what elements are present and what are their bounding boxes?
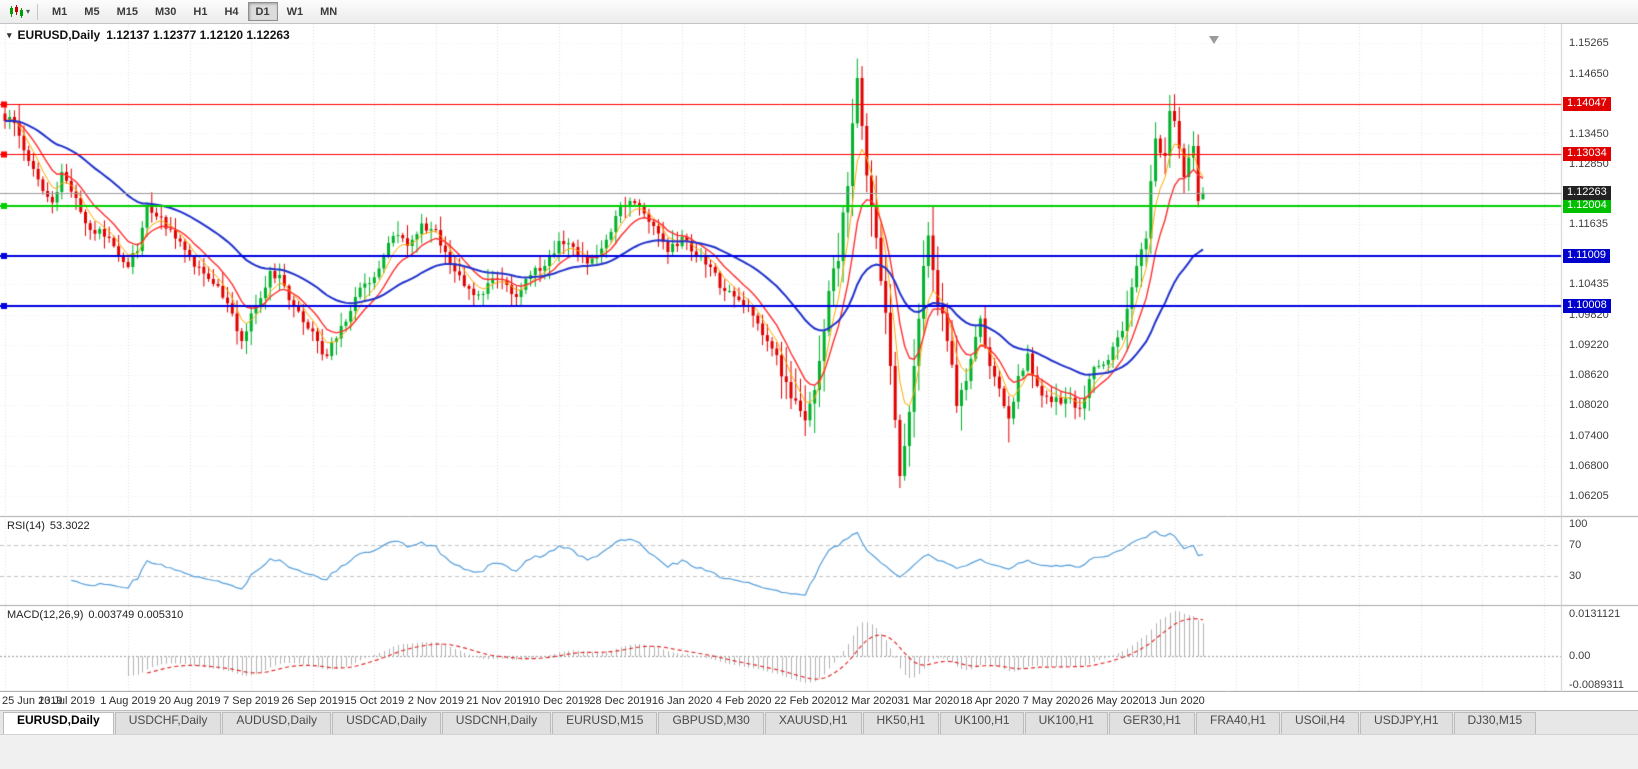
chart-tab-UK100-H1[interactable]: UK100,H1 <box>1024 712 1108 734</box>
timeframe-button-H1[interactable]: H1 <box>185 2 215 21</box>
price-tick-label: 1.07400 <box>1569 430 1609 442</box>
chart-tab-FRA40-H1[interactable]: FRA40,H1 <box>1195 712 1281 734</box>
date-label: 7 Sep 2019 <box>223 695 280 707</box>
level-price-badge: 1.14047 <box>1563 96 1611 111</box>
date-label: 21 Nov 2019 <box>466 695 529 707</box>
date-label: 1 Aug 2019 <box>100 695 156 707</box>
date-label: 20 Aug 2019 <box>158 695 221 707</box>
date-label: 4 Feb 2020 <box>715 695 772 707</box>
chart-tab-HK50-H1[interactable]: HK50,H1 <box>862 712 940 734</box>
chart-tabbar: EURUSD,Daily USDCHF,Daily AUDUSD,Daily USDC… <box>0 710 1638 734</box>
date-label: 18 Apr 2020 <box>960 695 1020 707</box>
chart-tab-USDCNH-Daily[interactable]: USDCNH,Daily <box>441 712 552 734</box>
timeframe-button-group: M1 M5 M15 M30 H1 H4 D1 W1 MN <box>44 2 346 21</box>
price-chart-canvas[interactable] <box>0 24 1638 692</box>
chart-tab-USOil-H4[interactable]: USOil,H4 <box>1281 712 1360 734</box>
timeframe-button-MN[interactable]: MN <box>312 2 345 21</box>
price-tick-label: 1.09220 <box>1569 339 1609 351</box>
chart-tab-EURUSD-Daily[interactable]: EURUSD,Daily <box>3 712 114 734</box>
timeframe-button-D1[interactable]: D1 <box>247 2 278 21</box>
level-price-badge: 1.10008 <box>1563 298 1611 313</box>
date-label: 13 Jul 2019 <box>38 695 95 707</box>
date-axis[interactable]: 25 Jun 2019 13 Jul 2019 1 Aug 2019 20 Aug 2… <box>0 692 1638 710</box>
price-tick-label: 1.14650 <box>1569 67 1609 80</box>
rsi-tick-label: 100 <box>1569 518 1588 530</box>
level-price-badge: 1.13034 <box>1563 147 1611 162</box>
macd-panel-label: MACD(12,26,9) 0.003749 0.005310 <box>7 609 183 621</box>
current-price-badge: 1.12263 <box>1563 185 1611 200</box>
date-label: 13 Jun 2020 <box>1144 695 1205 707</box>
chart-shift-marker-icon[interactable] <box>1209 36 1219 44</box>
chart-tab-USDJPY-H1[interactable]: USDJPY,H1 <box>1360 712 1453 734</box>
toolbar-separator <box>37 3 39 20</box>
price-tick-label: 1.11635 <box>1569 218 1608 231</box>
chart-tab-DJ30-M15[interactable]: DJ30,M15 <box>1453 712 1537 734</box>
rsi-indicator-value: 53.3022 <box>49 520 90 532</box>
level-price-badge: 1.12004 <box>1563 198 1611 213</box>
chart-tab-USDCAD-Daily[interactable]: USDCAD,Daily <box>332 712 441 734</box>
date-label: 26 Sep 2019 <box>281 695 344 707</box>
chart-tab-AUDUSD-Daily[interactable]: AUDUSD,Daily <box>222 712 332 734</box>
price-tick-label: 1.08620 <box>1569 369 1609 381</box>
date-label: 31 Mar 2020 <box>897 695 960 707</box>
date-label: 12 Mar 2020 <box>835 695 898 707</box>
timeframe-button-W1[interactable]: W1 <box>279 2 312 21</box>
rsi-tick-label: 70 <box>1569 538 1582 551</box>
date-label: 22 Feb 2020 <box>774 695 837 707</box>
date-label: 25 Jun 2019 <box>2 695 63 707</box>
date-label: 16 Jan 2020 <box>651 695 713 707</box>
date-label: 26 May 2020 <box>1081 695 1145 707</box>
candlestick-chart-icon <box>10 5 23 18</box>
chart-type-icon[interactable]: ▾ <box>5 3 34 20</box>
price-tick-label: 1.06800 <box>1569 460 1609 472</box>
date-label: 15 Oct 2019 <box>344 695 405 707</box>
macd-indicator-values: 0.003749 0.005310 <box>88 609 184 621</box>
price-tick-label: 1.08020 <box>1569 399 1609 411</box>
chart-tab-EURUSD-M15[interactable]: EURUSD,M15 <box>552 712 658 734</box>
chart-tab-GBPUSD-M30[interactable]: GBPUSD,M30 <box>658 712 764 734</box>
macd-tick-label: 0.0131121 <box>1569 608 1621 620</box>
chart-tab-USDCHF-Daily[interactable]: USDCHF,Daily <box>114 712 222 734</box>
timeframe-button-H4[interactable]: H4 <box>216 2 246 21</box>
macd-tick-label: 0.00 <box>1569 649 1591 662</box>
chart-tab-XAUUSD-H1[interactable]: XAUUSD,H1 <box>764 712 862 734</box>
timeframe-button-M5[interactable]: M5 <box>76 2 107 21</box>
price-tick-label: 1.13450 <box>1569 127 1609 140</box>
timeframe-button-M30[interactable]: M30 <box>147 2 184 21</box>
timeframe-button-M1[interactable]: M1 <box>44 2 75 21</box>
timeframe-toolbar: ▾ M1 M5 M15 M30 H1 H4 D1 W1 MN <box>0 0 1638 24</box>
window-bottom-strip <box>0 734 1638 769</box>
price-tick-label: 1.06205 <box>1569 489 1609 502</box>
price-tick-label: 1.10435 <box>1569 278 1609 291</box>
chart-tab-GER30-H1[interactable]: GER30,H1 <box>1108 712 1195 734</box>
rsi-panel-label: RSI(14) 53.3022 <box>7 520 90 532</box>
rsi-indicator-name: RSI(14) <box>7 520 45 532</box>
date-label: 28 Dec 2019 <box>589 695 652 707</box>
chart-window: ▾ EURUSD,Daily 1.12137 1.12377 1.12120 1… <box>0 24 1638 692</box>
macd-tick-label: -0.0089311 <box>1569 679 1624 691</box>
date-label: 2 Nov 2019 <box>407 695 465 707</box>
date-label: 10 Dec 2019 <box>527 695 591 707</box>
one-click-trading-arrow-icon[interactable]: ▾ <box>7 29 12 40</box>
chart-tab-UK100-H1[interactable]: UK100,H1 <box>940 712 1024 734</box>
rsi-tick-label: 30 <box>1569 570 1582 583</box>
level-price-badge: 1.11009 <box>1563 248 1610 263</box>
timeframe-button-M15[interactable]: M15 <box>109 2 146 21</box>
macd-indicator-name: MACD(12,26,9) <box>7 609 84 621</box>
date-label: 7 May 2020 <box>1022 695 1081 707</box>
chevron-down-icon: ▾ <box>26 6 31 16</box>
price-axis[interactable]: 1.15265 1.14650 1.13450 1.12850 1.11635 1.104… <box>1562 24 1638 692</box>
price-tick-label: 1.15265 <box>1569 36 1609 49</box>
